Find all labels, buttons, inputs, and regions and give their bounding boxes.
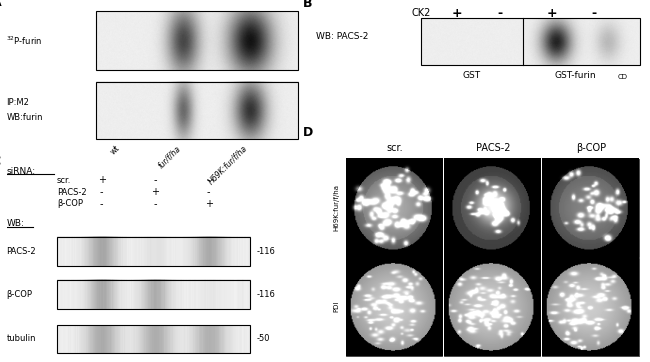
Text: siRNA:: siRNA: [6,167,36,176]
Bar [57,280,250,310]
Text: PDI: PDI [333,301,339,312]
Text: CK2: CK2 [411,8,431,18]
Text: β-COP: β-COP [6,290,32,299]
Text: +: + [151,187,159,197]
Text: $^{32}$P-furin: $^{32}$P-furin [6,34,43,47]
Text: WB:furin: WB:furin [6,113,43,122]
Text: -116: -116 [256,247,275,256]
Bar [444,159,540,257]
Bar [96,11,298,70]
Text: D: D [304,126,313,139]
Bar [421,18,640,65]
Text: +: + [98,175,106,185]
Text: C: C [0,155,1,168]
Text: +: + [547,7,557,20]
Text: H69K:fur/f/ha: H69K:fur/f/ha [207,144,250,186]
Bar [96,82,298,139]
Text: GST-furin: GST-furin [554,71,596,80]
Text: -: - [100,187,103,197]
Text: scr.: scr. [57,176,72,185]
Text: +: + [452,7,462,20]
Text: WB: PACS-2: WB: PACS-2 [317,32,369,41]
Text: B: B [304,0,313,10]
Text: A: A [0,0,1,9]
Text: β-COP: β-COP [57,199,83,209]
Text: CD: CD [618,73,628,80]
Text: wt: wt [109,144,122,156]
Bar [57,237,250,266]
Text: scr.: scr. [387,143,403,153]
Text: -: - [100,199,103,209]
Bar [444,258,540,356]
Text: fur/f/ha: fur/f/ha [157,144,183,170]
Text: PACS-2: PACS-2 [476,143,510,153]
Text: -: - [497,7,502,20]
Text: WB:: WB: [6,219,25,228]
Text: β-COP: β-COP [576,143,606,153]
Text: -: - [207,187,211,197]
Text: GST: GST [463,71,481,80]
Text: PACS-2: PACS-2 [57,188,86,197]
Text: IP:M2: IP:M2 [6,98,29,108]
Text: tubulin: tubulin [6,334,36,343]
Text: -: - [153,175,157,185]
Bar [542,258,638,356]
Text: -: - [153,199,157,209]
Text: -116: -116 [256,290,275,299]
Bar [57,325,250,353]
Text: +: + [205,199,213,209]
Bar [346,159,442,257]
Text: -: - [207,175,211,185]
Bar [542,159,638,257]
Text: H69K:fur/f/ha: H69K:fur/f/ha [333,184,339,231]
Text: -: - [592,7,597,20]
Text: -50: -50 [256,334,270,343]
Bar [346,258,442,356]
Text: PACS-2: PACS-2 [6,247,36,256]
